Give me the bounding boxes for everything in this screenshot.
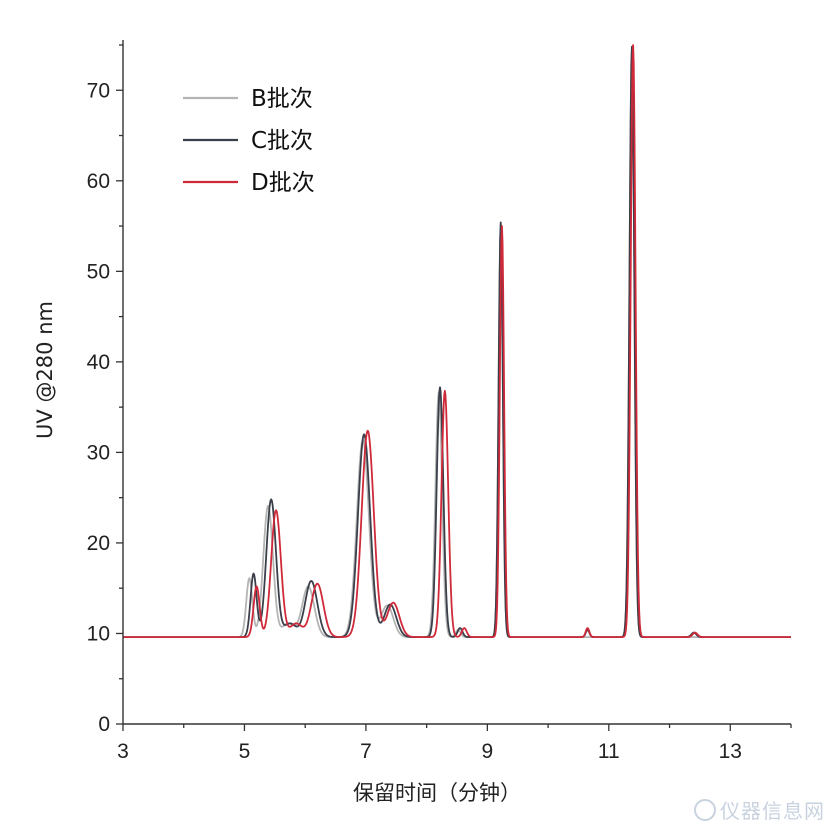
x-tick-label: 13: [719, 740, 742, 763]
legend-label-3: D批次: [251, 170, 315, 196]
y-tick-label: 30: [87, 441, 110, 464]
legend-label-2: C批次: [251, 128, 313, 154]
x-tick-label: 9: [482, 740, 494, 763]
y-axis-title: UV @280 nm: [33, 301, 57, 439]
y-tick-label: 60: [87, 170, 110, 193]
watermark: 仪器信息网: [694, 795, 825, 824]
x-axis-title: 保留时间（分钟）: [353, 781, 521, 805]
legend-label-1: B批次: [251, 86, 313, 112]
y-tick-label: 0: [98, 713, 110, 736]
y-tick-label: 50: [87, 260, 110, 283]
series-line-3: [122, 44, 792, 638]
legend: B批次 C批次 D批次: [183, 86, 315, 196]
y-tick-label: 70: [87, 79, 110, 102]
watermark-text: 仪器信息网: [720, 799, 825, 823]
x-tick-label: 11: [598, 740, 620, 763]
watermark-logo-icon: [694, 799, 716, 821]
series-line-2: [122, 45, 792, 638]
series-lines: [122, 44, 792, 638]
x-tick-label: 3: [117, 740, 129, 763]
axes: 0 10 20 30 40 50 60 70 3 5 7 9 11 13: [87, 40, 792, 763]
x-tick-label: 5: [239, 740, 251, 763]
y-tick-label: 10: [87, 622, 110, 645]
series-line-1: [122, 47, 792, 638]
y-tick-label: 20: [87, 532, 110, 555]
y-tick-label: 40: [87, 351, 110, 374]
x-tick-label: 7: [360, 740, 372, 763]
